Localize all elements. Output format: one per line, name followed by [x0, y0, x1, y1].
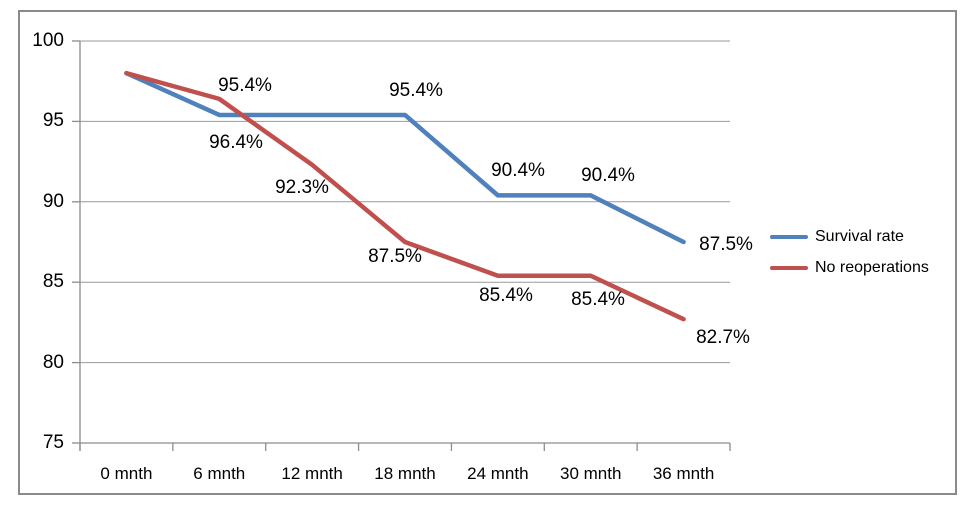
y-tick-label: 75 — [42, 432, 64, 453]
data-label: 90.4% — [581, 165, 635, 186]
x-tick-label: 24 mnth — [467, 464, 529, 483]
chart-outer-border — [18, 10, 957, 495]
x-tick-label: 30 mnth — [559, 464, 622, 483]
series-line-no-reoperations — [124, 70, 686, 322]
data-label: 85.4% — [571, 289, 625, 310]
x-tick-label: 18 mnth — [374, 464, 436, 483]
y-tick-label: 95 — [42, 110, 64, 132]
y-tick-label: 80 — [42, 351, 64, 373]
x-tick-label: 36 mnth — [652, 464, 715, 483]
legend-label: No reoperations — [815, 259, 929, 276]
x-tick-label: 12 mnth — [281, 464, 343, 483]
x-tick-label: 0 mnth — [100, 464, 153, 483]
data-label: 90.4% — [491, 160, 545, 181]
data-label: 95.4% — [218, 75, 272, 96]
x-tick-label: 6 mnth — [193, 464, 246, 483]
data-label: 82.7% — [696, 327, 750, 348]
y-tick-label: 100 — [32, 30, 64, 51]
data-label: 87.5% — [368, 246, 422, 267]
data-label: 95.4% — [389, 80, 443, 101]
data-label: 87.5% — [699, 234, 753, 255]
y-tick-label: 85 — [42, 271, 64, 293]
legend-item-no-reoperations: No reoperations — [770, 256, 929, 280]
legend-item-survival-rate: Survival rate — [770, 225, 904, 249]
legend-label: Survival rate — [815, 228, 904, 245]
legend-line-swatch — [770, 266, 808, 270]
data-label: 92.3% — [275, 177, 329, 198]
legend-line-swatch — [770, 235, 808, 239]
y-tick-label: 90 — [42, 190, 64, 212]
data-label: 96.4% — [209, 132, 263, 153]
series-line-survival-rate — [124, 70, 686, 245]
data-label: 85.4% — [479, 285, 533, 306]
